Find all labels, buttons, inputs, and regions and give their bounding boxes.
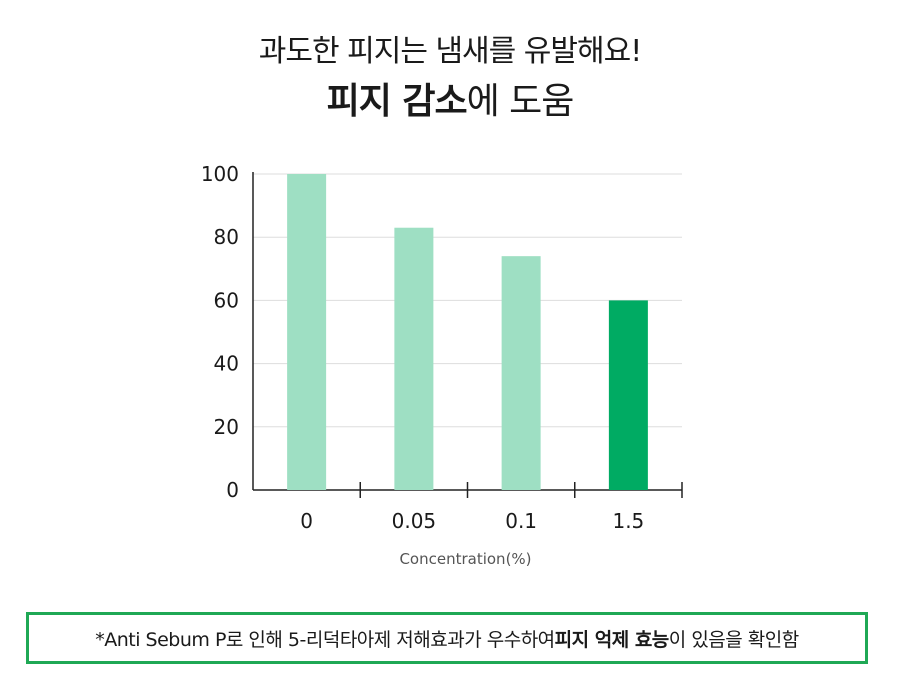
x-axis-label: Concentration(%) — [399, 550, 531, 568]
headline-line2-bold: 피지 감소 — [326, 81, 468, 122]
headline-line2: 피지 감소에 도움 — [0, 72, 900, 124]
y-tick-label: 60 — [214, 288, 239, 312]
footnote-suffix: 이 있음을 확인함 — [668, 628, 799, 651]
bar — [394, 227, 434, 490]
headline-line1: 과도한 피지는 냄새를 유발해요! — [258, 34, 642, 69]
bar — [501, 256, 541, 490]
y-tick-label: 100 — [201, 162, 239, 186]
footnote-bold: 피지 억제 효능 — [554, 628, 670, 651]
y-tick-label: 40 — [214, 352, 239, 376]
footnote-prefix: *Anti Sebum P로 인해 5-리덕타아제 저해효과가 우수하여 — [95, 628, 555, 651]
x-tick-label: 0 — [300, 509, 313, 533]
headline-line2-rest: 에 도움 — [466, 81, 575, 122]
x-tick-label: 0.1 — [505, 509, 537, 533]
y-tick-label: 20 — [214, 415, 239, 439]
y-tick-label: 0 — [226, 478, 239, 502]
bar-chart: 0 20 40 60 80 100 0 0.05 0.1 1.5 Concentration(%) — [201, 162, 683, 568]
bar — [287, 174, 327, 490]
footnote-box: *Anti Sebum P로 인해 5-리덕타아제 저해효과가 우수하여 피지 … — [26, 612, 868, 664]
x-tick-label: 1.5 — [612, 509, 644, 533]
y-tick-label: 80 — [214, 225, 239, 249]
bar — [608, 300, 648, 490]
x-tick-label: 0.05 — [392, 509, 437, 533]
